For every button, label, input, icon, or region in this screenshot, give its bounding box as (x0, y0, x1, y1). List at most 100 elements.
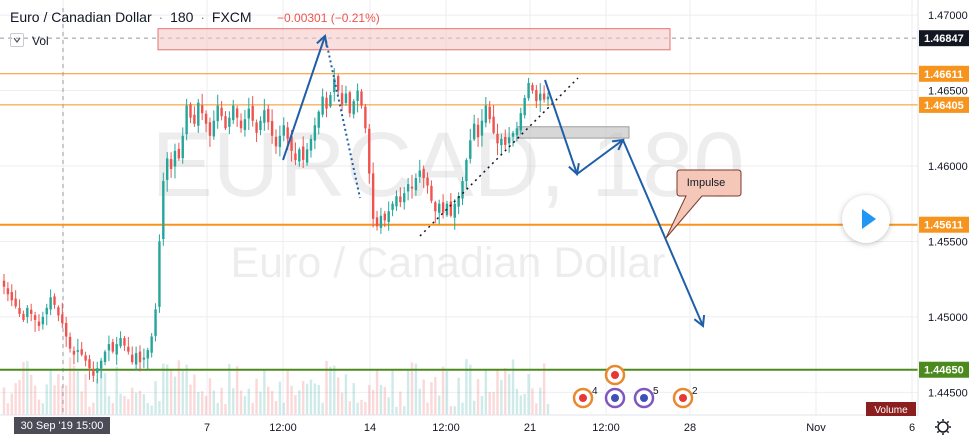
volume-bar (99, 363, 103, 415)
candle-body (441, 202, 445, 213)
volume-bar (484, 368, 488, 415)
candle-body (193, 114, 196, 124)
price-tick-label: 1.45000 (928, 312, 968, 324)
price-tick-label: 1.46500 (928, 86, 968, 98)
volume-bar (154, 381, 157, 415)
volume-bar (546, 403, 550, 415)
time-axis-bg (0, 415, 918, 440)
volume-bar (64, 385, 68, 415)
candle-body (255, 122, 258, 133)
price-tag[interactable] (919, 65, 969, 82)
candle-body (92, 369, 95, 376)
candle-body (239, 120, 243, 129)
volume-bar (301, 381, 305, 415)
level-lines[interactable] (0, 73, 918, 371)
volume-bar (492, 391, 495, 415)
candle-body (383, 213, 387, 221)
candle-body (519, 113, 523, 131)
impulse-callout[interactable] (665, 169, 742, 239)
volume-bar (216, 402, 219, 415)
volume-bar (364, 402, 367, 415)
candle-body (348, 92, 352, 114)
chevron-down-icon[interactable] (10, 33, 24, 47)
price-tick-label: 1.46000 (928, 161, 968, 173)
price-tag[interactable] (919, 361, 969, 378)
event-markers[interactable]: 4 5 2 (572, 364, 698, 409)
trendline-dotted[interactable] (419, 77, 579, 237)
event-count: 5 (653, 386, 659, 397)
candle-body (208, 122, 212, 136)
candle-body (99, 360, 103, 369)
volume-bar (360, 399, 363, 415)
time-tick-label: 12:00 (432, 422, 460, 434)
candle-body (64, 322, 68, 337)
candle-body (6, 288, 10, 295)
volume-legend[interactable]: Vol (10, 33, 49, 48)
volume-bar (309, 379, 313, 415)
price-axis[interactable]: 1.47000 1.46500 1.46000 1.45500 1.45000 1.445… (917, 0, 973, 440)
volume-legend-label: Vol (32, 34, 49, 48)
arrow-head[interactable] (568, 162, 580, 176)
volume-bar (325, 360, 328, 415)
resistance-zone[interactable] (157, 28, 671, 51)
drawings[interactable]: Impulse (282, 34, 742, 328)
gear-icon[interactable] (935, 419, 951, 435)
candle-body (177, 148, 181, 159)
candle-body (220, 107, 223, 117)
volume-bar (469, 364, 472, 415)
volume-bar (76, 371, 80, 415)
candle-body (247, 108, 251, 119)
price-tag[interactable] (919, 96, 969, 113)
volume-bar (430, 382, 433, 415)
candle-body (410, 186, 414, 189)
time-tick-label: Nov (806, 422, 826, 434)
time-axis[interactable]: 7 12:00 14 12:00 21 12:00 28 Nov 6 30 Sep '19 15:… (0, 402, 951, 440)
volume-bar (336, 377, 340, 415)
impulse-up-line[interactable] (282, 35, 326, 161)
volume-bar (270, 390, 274, 415)
price-tag-label: 1.46405 (924, 100, 964, 112)
volume-bar (134, 392, 138, 415)
grid (0, 0, 918, 415)
candle-body (243, 119, 247, 130)
candle-body (329, 95, 332, 107)
volume-bar (274, 401, 278, 415)
candle-body (119, 338, 122, 347)
candle-body (298, 149, 301, 162)
volume-bar (399, 391, 402, 415)
arrow-head[interactable] (693, 314, 706, 328)
candle-body (278, 135, 282, 148)
play-button[interactable] (842, 195, 890, 243)
candle-body (259, 120, 262, 130)
volume-bar (453, 406, 456, 415)
volume-bar (10, 393, 13, 415)
volume-bar (321, 402, 324, 415)
candle-body (399, 196, 402, 203)
volume-bar (379, 384, 383, 415)
candle-body (57, 307, 60, 316)
volume-bar (96, 378, 99, 415)
watermark-name: Euro / Canadian Dollar (230, 239, 665, 287)
volume-bar (461, 402, 464, 415)
projection-path[interactable] (544, 79, 704, 327)
volume-tag[interactable] (866, 402, 916, 416)
candle-body (146, 350, 149, 359)
symbol-title[interactable]: Euro / Canadian Dollar · 180 · FXCM (10, 9, 252, 25)
price-tag[interactable] (919, 30, 969, 47)
candle-body (274, 136, 278, 147)
candle-body (84, 355, 87, 361)
volume-bar (26, 361, 29, 415)
target-zone[interactable] (516, 126, 630, 139)
arrow-head[interactable] (611, 138, 625, 151)
candle-body (496, 133, 499, 144)
crosshair-time-tag[interactable] (14, 417, 110, 434)
candle-body (340, 93, 344, 106)
volume-bar (6, 403, 10, 415)
price-tag[interactable] (919, 216, 969, 233)
candle-body (356, 90, 359, 101)
volume-bar (480, 396, 484, 415)
exchange-label: FXCM (211, 9, 252, 25)
event-count: 4 (592, 386, 598, 397)
candle-body (476, 124, 480, 138)
